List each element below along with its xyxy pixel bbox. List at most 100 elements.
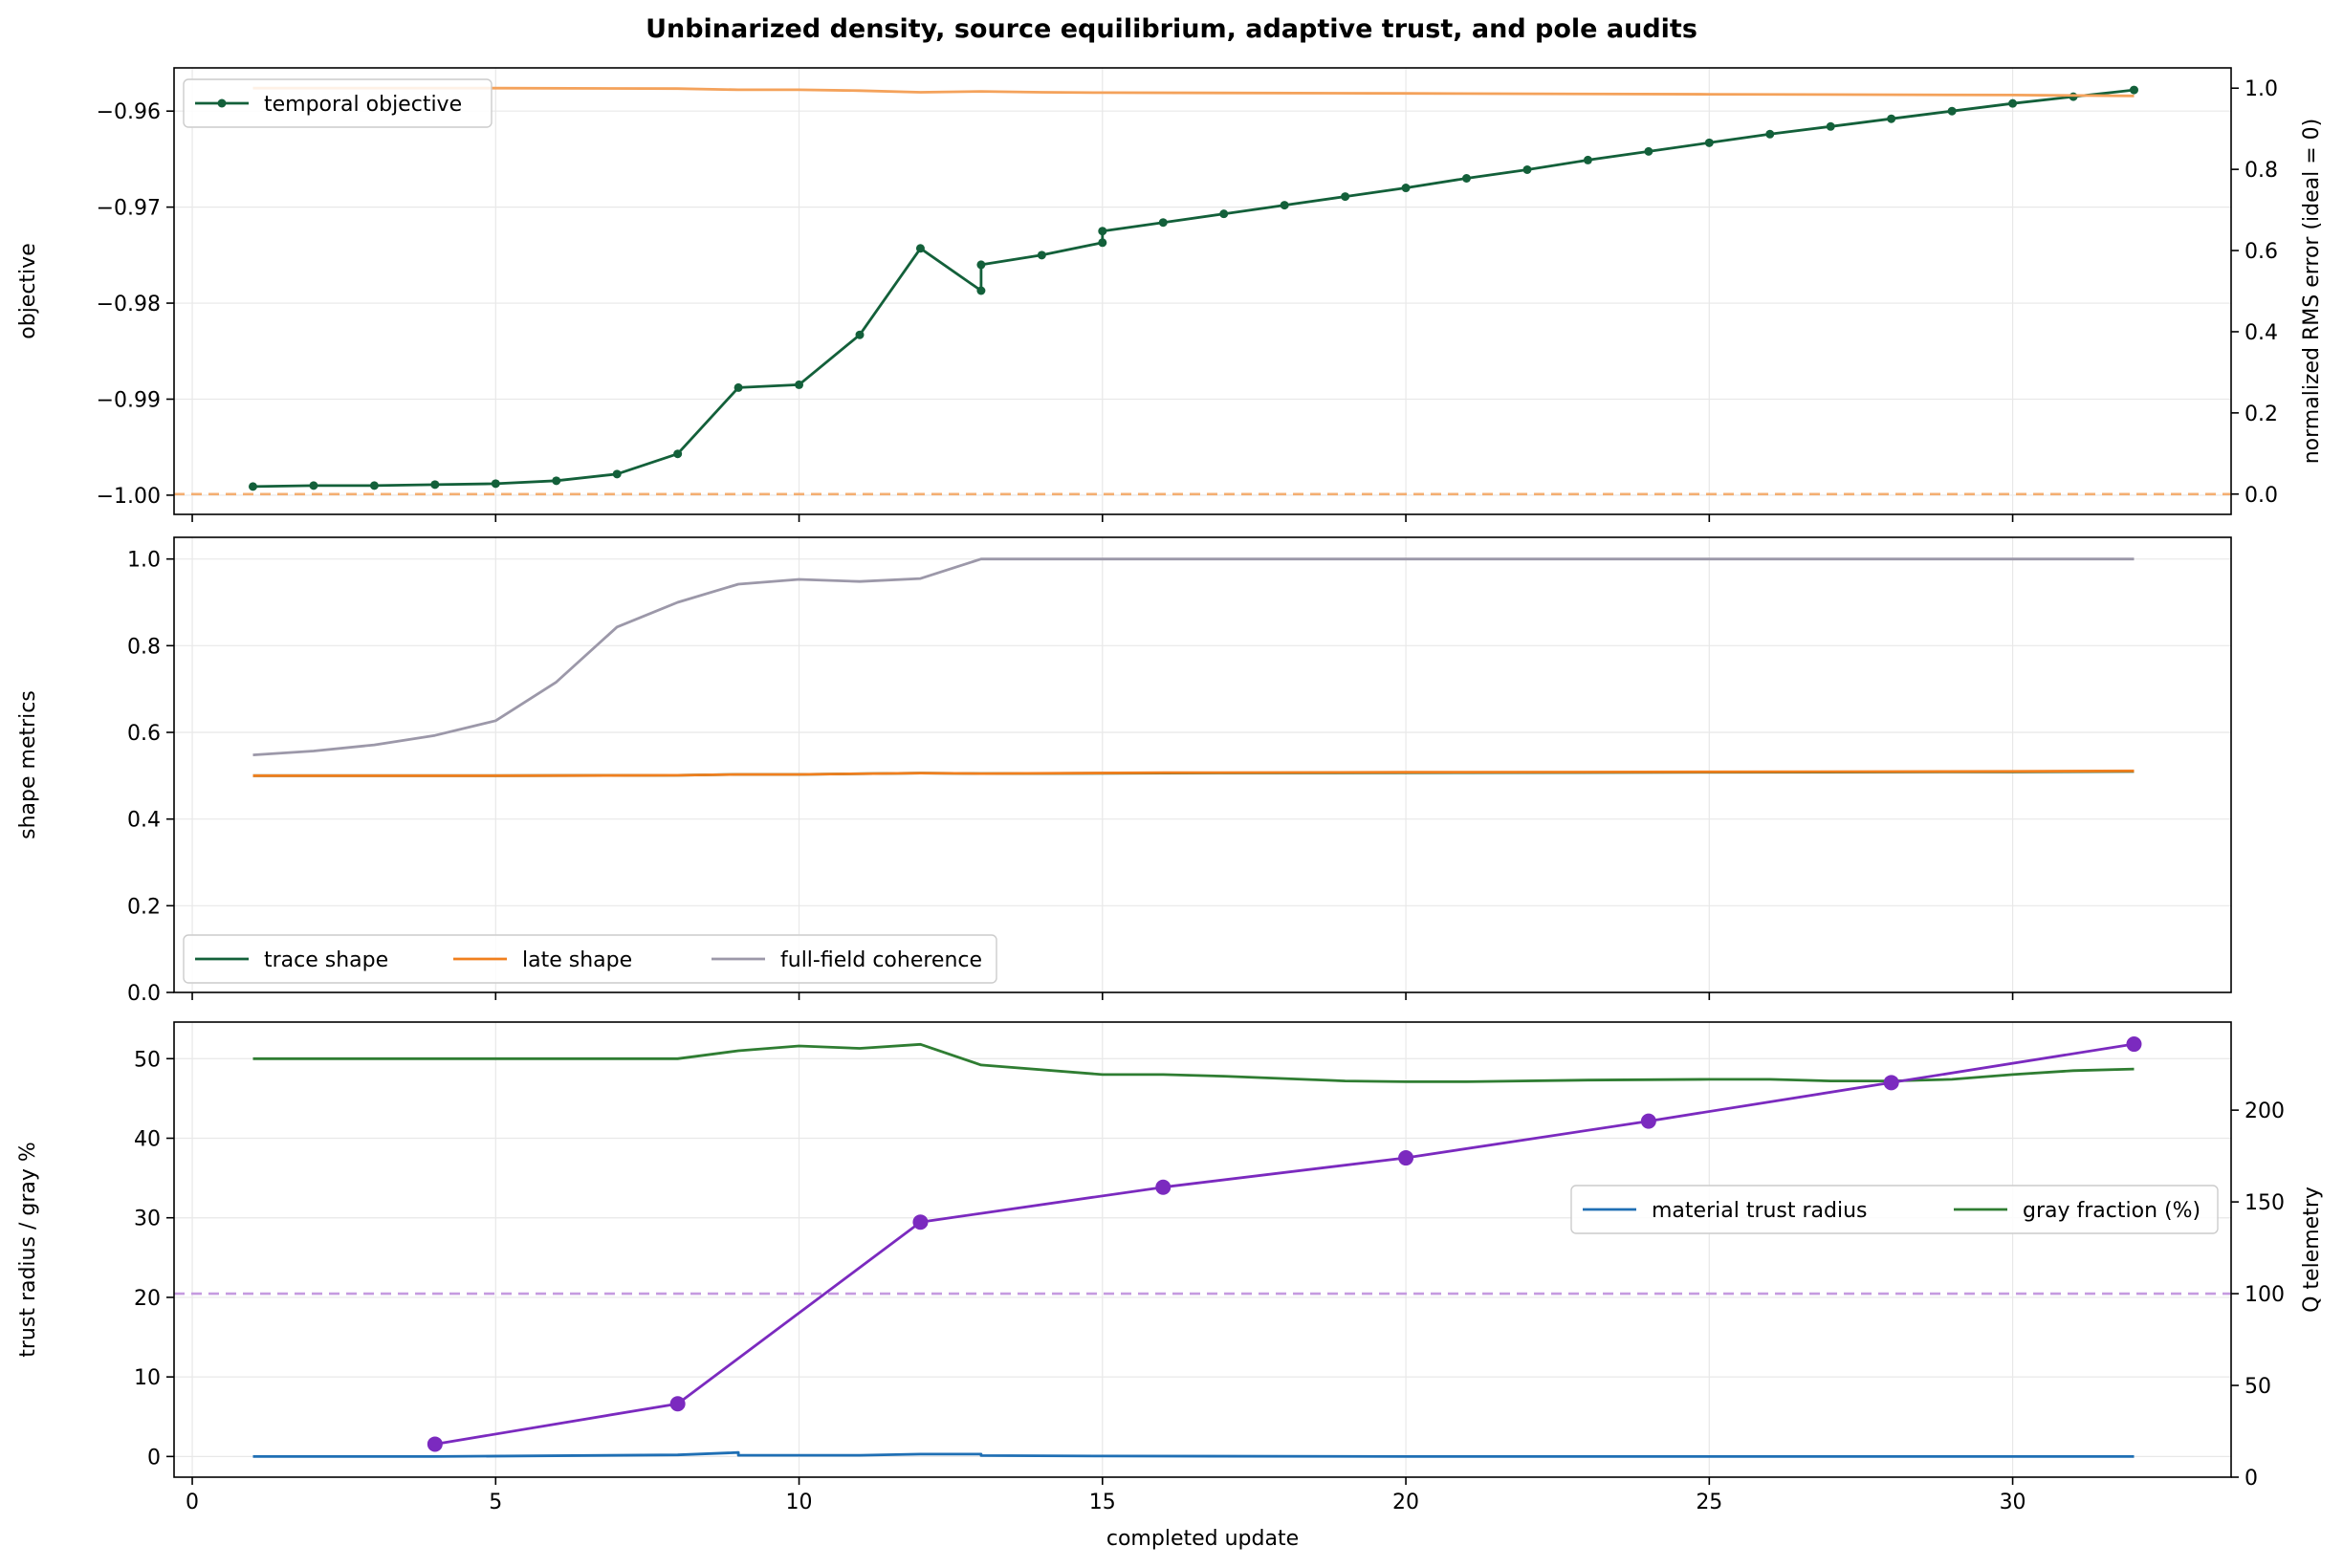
data-point-temporal-objective [2129,85,2138,95]
legend-label: late shape [522,948,632,972]
series-line-late-shape [252,769,2135,777]
legend: temporal objective [183,78,493,128]
trust-telemetry-panel: 0 5 10 15 20 25 30 0 10 20 30 40 50 0 50 100 150 200 Q tel… [16,1021,2324,1551]
plot-area [174,85,2231,496]
legend-box [1570,1185,2219,1234]
y-tick-label: 0 [147,1446,161,1470]
data-point-temporal-objective [552,476,561,486]
series-line-full-field-coherence [252,557,2135,756]
legend: trace shape late shape full-field coherenc… [183,934,997,984]
objective-panel: −1.00 −0.99 −0.98 −0.97 −0.96 0.0 0.2 0.4 0.6 0.8… [16,67,2324,522]
shape-metrics-panel: 0.0 0.2 0.4 0.6 0.8 1.0 shape metrics trace sha… [16,536,2232,1006]
x-tick-label: 5 [489,1491,502,1514]
y-tick-label: 0.8 [127,635,161,659]
data-point-temporal-objective [491,479,500,489]
data-point-temporal-objective [855,330,865,339]
data-point-temporal-objective [1098,238,1107,248]
data-point-temporal-objective [369,481,379,490]
data-point-temporal-objective [1765,129,1775,139]
legend-marker [217,98,227,108]
data-point-temporal-objective [976,286,986,295]
y-tick-label: 0.0 [127,982,161,1006]
figure-title: Unbinarized density, source equilibrium,… [646,14,1697,44]
data-point-q-telemetry [1640,1113,1656,1129]
y2-tick-label: 0.4 [2244,321,2278,345]
y2-tick-label: 200 [2244,1100,2285,1123]
y2-tick-label: 0.8 [2244,159,2278,183]
data-point-temporal-objective [1947,106,1957,116]
y2-tick-label: 100 [2244,1283,2285,1307]
y2-tick-label: 50 [2244,1375,2271,1399]
series-line-temporal-objective [252,88,2135,489]
x-tick-label: 30 [2000,1491,2026,1514]
y2-tick-label: 0 [2244,1467,2258,1491]
y2-axis-label: Q telemetry [2300,1187,2324,1313]
legend-label: full-field coherence [780,948,982,972]
y-tick-label: 20 [134,1287,161,1311]
data-point-temporal-objective [915,244,925,253]
data-point-temporal-objective [1704,138,1714,147]
data-point-temporal-objective [1037,250,1046,260]
axes-frame [173,1021,2232,1478]
legend: material trust radius gray fraction (%) [1570,1185,2219,1234]
y2-tick-label: 0.0 [2244,484,2278,508]
legend-label: trace shape [264,948,388,972]
data-point-temporal-objective [673,449,683,459]
data-point-temporal-objective [430,480,440,490]
y-tick-label: 1.0 [127,549,161,573]
x-tick-label: 20 [1392,1491,1419,1514]
data-point-temporal-objective [795,380,804,389]
series-line-material-trust-radius [252,1450,2135,1458]
data-point-temporal-objective [1826,121,1835,131]
y-tick-label: 40 [134,1127,161,1151]
data-point-temporal-objective [1280,201,1289,210]
legend-box [183,78,493,128]
y2-tick-label: 0.6 [2244,240,2278,264]
data-point-q-telemetry [1398,1150,1414,1166]
y-tick-label: −0.97 [97,197,161,221]
series-line-normalized-rms-error [252,86,2135,98]
data-point-temporal-objective [1522,164,1532,174]
y-tick-label: −0.96 [97,100,161,124]
x-tick-label: 0 [186,1491,199,1514]
data-point-q-telemetry [669,1396,686,1412]
data-point-temporal-objective [1462,173,1472,183]
x-tick-label: 15 [1089,1491,1116,1514]
y2-tick-label: 150 [2244,1191,2285,1215]
y-axis-label: trust radius / gray % [16,1142,40,1358]
data-point-temporal-objective [1219,209,1229,219]
y-tick-label: −1.00 [97,485,161,509]
data-point-q-telemetry [1883,1075,1899,1091]
data-point-temporal-objective [309,481,318,490]
y-tick-label: 30 [134,1208,161,1231]
legend-label: gray fraction (%) [2023,1199,2201,1223]
data-point-q-telemetry [427,1436,443,1452]
data-point-temporal-objective [1341,192,1350,202]
data-point-q-telemetry [912,1214,929,1230]
data-point-temporal-objective [734,382,743,392]
legend-box [183,934,997,984]
y-tick-label: 0.6 [127,722,161,746]
data-point-temporal-objective [612,469,622,479]
data-point-temporal-objective [1887,114,1896,123]
data-point-temporal-objective [2008,98,2018,108]
axes-frame [173,536,2232,993]
axes-frame [173,67,2232,515]
data-point-q-telemetry [2126,1036,2142,1053]
data-point-temporal-objective [1158,218,1168,228]
y2-tick-label: 0.2 [2244,403,2278,426]
data-point-temporal-objective [1644,146,1653,156]
data-point-q-telemetry [1155,1179,1172,1195]
y2-axis-label: normalized RMS error (ideal = 0) [2300,119,2324,465]
y-tick-label: 50 [134,1048,161,1072]
data-point-temporal-objective [1098,227,1107,236]
series-line-gray-fraction [252,1042,2135,1083]
y-tick-label: 0.2 [127,895,161,919]
y-tick-label: 0.4 [127,809,161,833]
data-point-temporal-objective [1583,155,1592,164]
plot-area [174,1036,2231,1458]
plot-area [252,557,2135,777]
y-tick-label: −0.99 [97,388,161,412]
y-tick-label: 10 [134,1366,161,1390]
